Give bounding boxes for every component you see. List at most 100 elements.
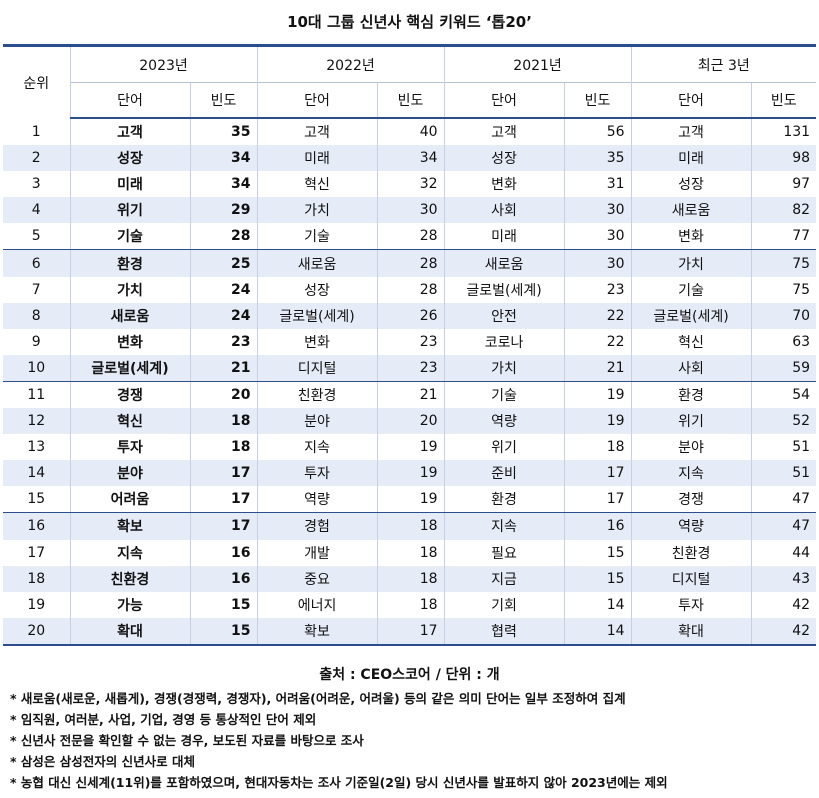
freq-cell-2023: 20 [189, 381, 258, 409]
word-cell-recent: 성장 [630, 171, 752, 198]
word-cell-2023: 변화 [69, 328, 190, 355]
word-cell-recent: 혁신 [630, 328, 752, 355]
word-cell-2022: 친환경 [256, 381, 378, 409]
freq-cell-2022: 19 [376, 434, 445, 461]
footnote: * 임직원, 여러분, 사업, 기업, 경영 등 통상적인 단어 제외 [10, 712, 317, 727]
word-cell-2022: 기술 [256, 223, 378, 251]
freq-cell-2023: 16 [189, 539, 258, 566]
freq-cell-2022: 34 [376, 145, 445, 172]
table-row: 10 글로벌(세계) 21 디지털 23 가치 21 사회 59 [3, 354, 817, 382]
freq-cell-2023: 16 [189, 565, 258, 592]
rank-cell: 1 [31, 123, 41, 140]
word-cell-2021: 위기 [443, 434, 565, 461]
freq-cell-2022: 19 [376, 486, 445, 514]
word-cell-2023: 새로움 [69, 302, 190, 329]
table-title: 10대 그룹 신년사 핵심 키워드 ‘톱20’ [287, 13, 532, 31]
word-cell-2021: 고객 [443, 118, 565, 146]
word-cell-2022: 글로벌(세계) [256, 302, 378, 329]
freq-cell-2021: 30 [563, 249, 632, 277]
table-row: 1 고객 35 고객 40 고객 56 고객 131 [3, 118, 817, 146]
rank-cell: 10 [3, 354, 70, 382]
table-row: 12 혁신 18 분야 20 역량 19 위기 52 [3, 408, 817, 435]
word-cell-recent: 분야 [630, 434, 752, 461]
word-cell-2023: 위기 [69, 197, 190, 224]
freq-cell-2023: 29 [189, 197, 258, 224]
table-row: 13 투자 18 지속 19 위기 18 분야 51 [3, 434, 817, 461]
word-cell-recent: 친환경 [630, 539, 752, 566]
word-cell-2022: 투자 [256, 460, 378, 487]
freq-cell-recent: 44 [750, 539, 817, 566]
freq-cell-2021: 31 [563, 171, 632, 198]
freq-cell-2021: 17 [563, 486, 632, 514]
word-cell-2021: 기회 [443, 591, 565, 618]
header-recent-3-years: 최근 3년 [630, 44, 817, 83]
source-line: 출처 : CEO스코어 / 단위 : 개 [319, 667, 500, 683]
word-cell-recent: 변화 [630, 223, 752, 251]
word-cell-recent: 역량 [630, 512, 752, 540]
header-rank: 순위 [3, 44, 70, 118]
freq-cell-2021: 15 [563, 539, 632, 566]
freq-cell-recent: 42 [750, 617, 817, 646]
header-word: 단어 [256, 82, 378, 119]
freq-cell-2021: 19 [563, 381, 632, 409]
rank-cell: 18 [3, 565, 70, 592]
word-cell-2021: 환경 [443, 486, 565, 514]
table-body: 1 고객 35 고객 40 고객 56 고객 131 2 성장 34 미래 34 성장 35 미래 98 3 미래 34… [3, 118, 817, 646]
freq-cell-2022: 23 [376, 354, 445, 382]
word-cell-2023: 투자 [69, 434, 190, 461]
word-cell-2023: 미래 [69, 171, 190, 198]
freq-cell-recent: 51 [750, 460, 817, 487]
freq-cell-2023: 17 [189, 512, 258, 540]
word-cell-2022: 분야 [256, 408, 378, 435]
table-row: 16 확보 17 경험 18 지속 16 역량 47 [3, 512, 817, 540]
freq-cell-2021: 22 [563, 328, 632, 355]
word-cell-recent: 지속 [630, 460, 752, 487]
header-year-2022: 2022년 [256, 44, 445, 83]
rank-cell: 12 [3, 408, 70, 435]
table-row: 17 지속 16 개발 18 필요 15 친환경 44 [3, 539, 817, 566]
freq-cell-2023: 18 [189, 408, 258, 435]
freq-cell-recent: 54 [750, 381, 817, 409]
rank-cell: 2 [3, 145, 70, 172]
word-cell-2021: 기술 [443, 381, 565, 409]
rank-cell: 7 [31, 281, 41, 298]
table-header: 순위 2023년 2022년 2021년 최근 3년 단어 빈도 단어 빈도 단… [3, 44, 817, 119]
word-cell-recent: 고객 [630, 118, 752, 146]
rank-cell: 17 [27, 544, 46, 561]
freq-cell-2021: 19 [563, 408, 632, 435]
word-cell-2023: 확보 [69, 512, 190, 540]
word-cell-2021: 미래 [443, 223, 565, 251]
freq-cell-2022: 19 [376, 460, 445, 487]
freq-cell-2022: 17 [376, 617, 445, 646]
freq-cell-2021: 16 [563, 512, 632, 540]
word-cell-recent: 환경 [630, 381, 752, 409]
word-cell-2021: 변화 [443, 171, 565, 198]
freq-cell-recent: 43 [750, 565, 817, 592]
word-cell-recent: 기술 [630, 276, 752, 303]
word-cell-2022: 에너지 [256, 591, 378, 618]
freq-cell-2021: 23 [563, 276, 632, 303]
freq-cell-2023: 34 [189, 145, 258, 172]
freq-cell-2022: 18 [376, 512, 445, 540]
word-cell-2023: 지속 [69, 539, 190, 566]
footnote: * 새로움(새로운, 새롭게), 경쟁(경쟁력, 경쟁자), 어려움(어려운, … [10, 691, 626, 706]
table-row: 15 어려움 17 역량 19 환경 17 경쟁 47 [3, 486, 817, 514]
freq-cell-recent: 75 [750, 276, 817, 303]
rank-cell: 19 [27, 596, 46, 613]
freq-cell-2023: 18 [189, 434, 258, 461]
word-cell-2021: 준비 [443, 460, 565, 487]
freq-cell-recent: 131 [750, 118, 817, 146]
word-cell-recent: 새로움 [630, 197, 752, 224]
freq-cell-2022: 28 [376, 276, 445, 303]
freq-cell-2022: 30 [376, 197, 445, 224]
word-cell-2023: 어려움 [69, 486, 190, 514]
word-cell-2022: 미래 [256, 145, 378, 172]
freq-cell-2022: 32 [376, 171, 445, 198]
freq-cell-recent: 47 [750, 512, 817, 540]
freq-cell-2021: 17 [563, 460, 632, 487]
word-cell-recent: 확대 [630, 617, 752, 646]
word-cell-2021: 역량 [443, 408, 565, 435]
freq-cell-2022: 23 [376, 328, 445, 355]
freq-cell-recent: 97 [750, 171, 817, 198]
table-row: 11 경쟁 20 친환경 21 기술 19 환경 54 [3, 381, 817, 409]
